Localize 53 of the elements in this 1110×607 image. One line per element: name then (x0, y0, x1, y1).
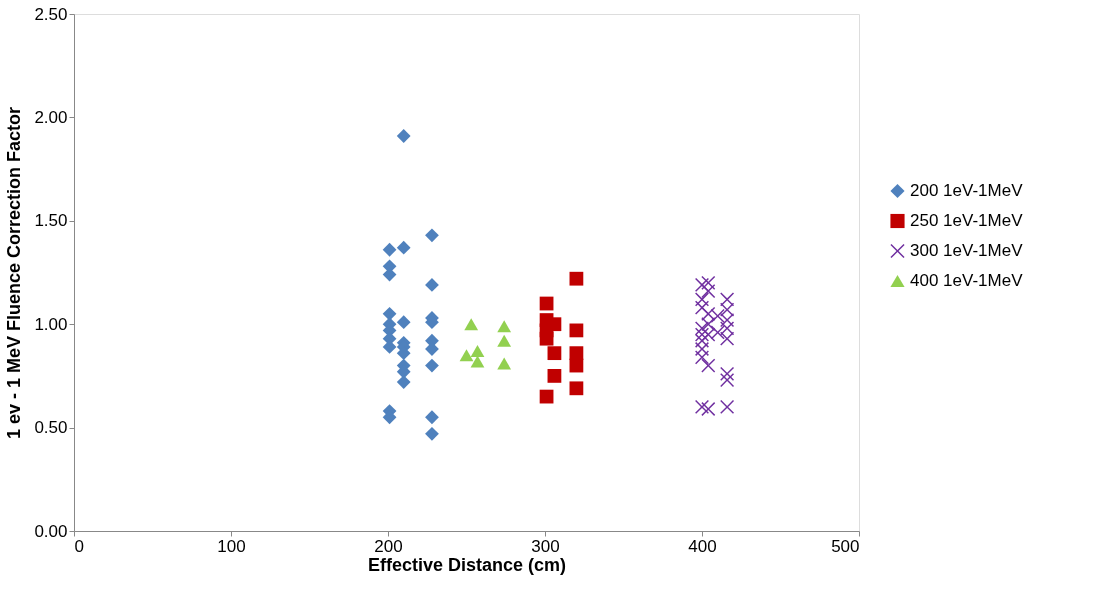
point (569, 271, 584, 286)
legend-label: 300 1eV-1MeV (910, 241, 1024, 260)
x-tick-label: 100 (217, 536, 246, 556)
point (710, 325, 725, 340)
point (396, 315, 411, 330)
point (470, 355, 485, 368)
x-tick-label: 300 (531, 536, 560, 556)
y-axis-title: 1 ev - 1 MeV Fluence Correction Factor (4, 106, 25, 440)
legend-label: 200 1eV-1MeV (910, 181, 1024, 200)
point (459, 349, 474, 362)
point (497, 357, 512, 370)
point (720, 292, 735, 307)
point (539, 331, 554, 346)
point (569, 381, 584, 396)
x-axis-title: Effective Distance (cm) (367, 554, 567, 575)
y-tick-label: 2.50 (34, 4, 68, 24)
point (464, 318, 479, 331)
point (720, 331, 735, 346)
x-tick-label: 400 (688, 536, 717, 556)
point (396, 375, 411, 389)
point (425, 278, 439, 292)
legend-label: 250 1eV-1MeV (910, 211, 1024, 230)
point (701, 284, 716, 298)
point (470, 345, 485, 358)
x-tick-label: 0 (74, 536, 84, 556)
y-tick-label: 2.00 (34, 107, 68, 127)
point (425, 410, 439, 425)
point (396, 129, 411, 143)
point (701, 402, 716, 416)
y-tick-label: 1.50 (34, 211, 68, 231)
point (695, 350, 709, 365)
point (710, 309, 725, 323)
x-tick-label: 500 (831, 536, 860, 556)
point (547, 369, 562, 383)
point (382, 242, 397, 257)
point (547, 346, 562, 361)
point (425, 228, 439, 243)
legend-label: 400 1eV-1MeV (910, 271, 1024, 290)
point (382, 306, 397, 321)
point (701, 358, 716, 373)
y-tick-label: 0.50 (34, 418, 68, 438)
point (382, 340, 397, 354)
point (497, 320, 512, 333)
point (425, 426, 439, 441)
y-tick-label: 0.00 (34, 521, 68, 541)
point (396, 240, 411, 255)
point (720, 373, 735, 387)
point (695, 342, 709, 356)
x-tick-label: 200 (374, 536, 403, 556)
y-tick-label: 1.00 (34, 314, 68, 334)
point (425, 358, 439, 373)
point (497, 334, 512, 347)
point (720, 400, 735, 414)
